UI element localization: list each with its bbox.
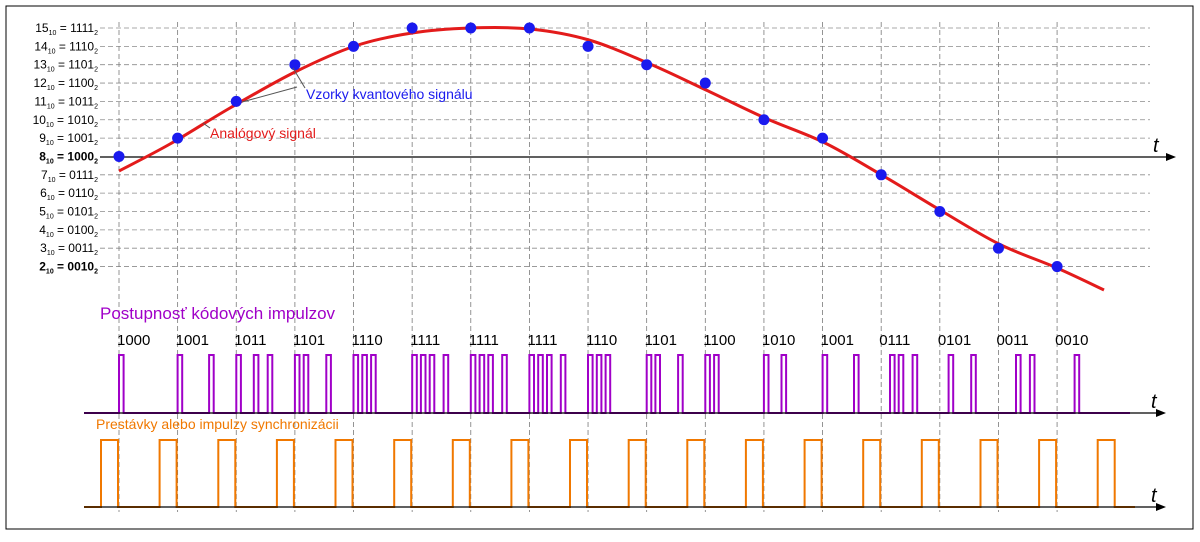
- sync-axis-arrow: [1156, 503, 1166, 511]
- code-word-label: 1010: [762, 332, 795, 349]
- signal-axis-t-label: t: [1153, 135, 1160, 157]
- code-word-label: 0010: [1055, 332, 1088, 349]
- sample-point: [758, 114, 770, 126]
- sample-point: [348, 40, 360, 52]
- code-word-label: 1111: [410, 332, 440, 349]
- sample-point: [699, 77, 711, 89]
- sample-point: [934, 206, 946, 217]
- code-word-label: 1100: [703, 332, 735, 349]
- code-word-label: 1101: [645, 332, 677, 349]
- sample-point: [172, 132, 184, 144]
- pulses-axis-arrow: [1156, 409, 1166, 417]
- level-label-15: 1510 = 11112: [35, 21, 98, 37]
- level-labels: 1510 = 11112 1410 = 11102 1310 = 11012 1210…: [33, 21, 99, 276]
- quantization-grid: [100, 27, 1150, 267]
- samples-callout-leader-1: [241, 86, 298, 103]
- level-label-5: 510 = 01012: [39, 205, 98, 221]
- code-word-label: 1110: [586, 332, 617, 349]
- signal-axis-arrow: [1166, 153, 1176, 161]
- level-label-13: 1310 = 11012: [33, 58, 98, 74]
- level-label-14: 1410 = 11102: [34, 39, 98, 55]
- code-word-label: 1011: [234, 332, 266, 349]
- sample-point: [992, 242, 1004, 254]
- sync-axis-t-label: t: [1151, 485, 1158, 507]
- pulses-title: Postupnosť kódových impulzov: [100, 304, 336, 323]
- analog-callout: Analógový signál: [210, 125, 316, 141]
- sample-point: [113, 150, 125, 162]
- sample-point: [1051, 261, 1063, 273]
- code-word-label: 0011: [996, 332, 1028, 349]
- code-word-label: 1101: [293, 332, 325, 349]
- pulses-axis-t-label: t: [1151, 391, 1158, 413]
- diagram-frame: [5, 5, 1194, 530]
- level-label-2: 210 = 00102: [39, 260, 98, 276]
- level-label-4: 410 = 01002: [39, 223, 98, 239]
- code-word-label: 1000: [117, 332, 150, 349]
- sample-point: [523, 22, 535, 34]
- sync-title: Prestávky alebo impulzy synchronizácii: [96, 416, 339, 432]
- sample-guide-lines: [118, 22, 1058, 512]
- sample-point: [582, 40, 594, 52]
- code-word-label: 1110: [352, 332, 383, 349]
- code-word-label: 0101: [938, 332, 971, 349]
- sample-point: [289, 59, 301, 71]
- level-label-9: 910 = 10012: [39, 131, 98, 147]
- level-label-12: 1210 = 11002: [33, 76, 98, 92]
- sample-point: [230, 95, 242, 107]
- sample-point: [817, 132, 829, 144]
- code-word-label: 1001: [176, 332, 209, 349]
- code-word-label: 0111: [879, 332, 910, 349]
- level-label-6: 610 = 01102: [40, 186, 98, 202]
- level-label-10: 1010 = 10102: [33, 113, 99, 129]
- sample-point: [406, 22, 418, 34]
- analog-callout-leader: [202, 122, 211, 129]
- sample-point: [875, 169, 887, 181]
- quantized-samples: [113, 22, 1063, 273]
- code-word-label: 1001: [821, 332, 854, 349]
- sample-point: [465, 22, 477, 34]
- level-label-11: 1110 = 10112: [34, 94, 98, 110]
- code-word-label: 1111: [469, 332, 499, 349]
- samples-callout-leader-2: [292, 67, 306, 89]
- code-word-labels: 1000 1001 1011 1101 1110 1111 1111 1111 1110 1101…: [117, 332, 1088, 349]
- code-word-label: 1111: [527, 332, 557, 349]
- sample-point: [641, 59, 653, 71]
- level-label-3: 310 = 00112: [40, 241, 98, 257]
- level-label-8: 810 = 10002: [39, 149, 98, 165]
- samples-callout: Vzorky kvantového signálu: [306, 86, 473, 102]
- level-label-7: 710 = 01112: [41, 168, 98, 184]
